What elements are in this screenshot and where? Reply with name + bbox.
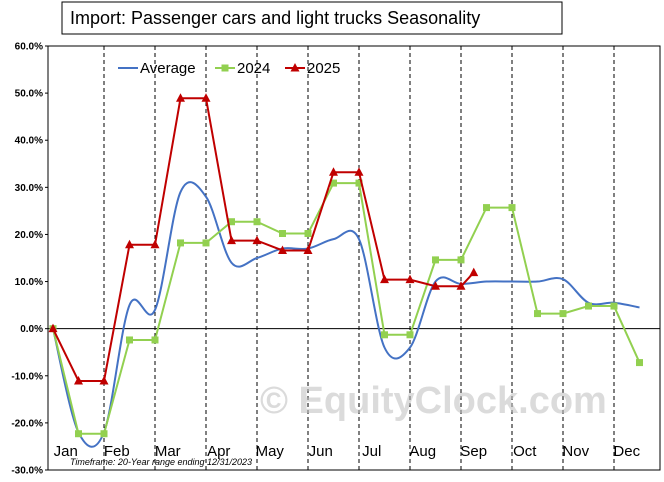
data-point-2024 [330, 179, 337, 187]
data-point-2024 [610, 302, 618, 310]
data-point-2024 [151, 336, 159, 344]
data-point-2024 [508, 204, 516, 212]
data-point-2024 [406, 331, 414, 339]
data-point-2024 [75, 430, 82, 438]
y-tick-label: -10.0% [11, 371, 43, 382]
x-tick-label: Aug [409, 443, 436, 460]
x-tick-label: Feb [104, 443, 130, 460]
data-point-2024 [279, 230, 286, 238]
legend: Average 2024 2025 [118, 60, 340, 77]
data-point-2025 [278, 245, 287, 254]
x-tick-label: May [256, 443, 285, 460]
x-tick-label: Jan [54, 443, 78, 460]
y-tick-label: -30.0% [11, 466, 43, 477]
data-point-2024 [457, 256, 465, 264]
data-point-2024 [202, 239, 210, 247]
series-line-average [52, 181, 640, 448]
title-box [61, 1, 563, 35]
legend-marker-2024 [221, 64, 229, 72]
y-tick-label: 30.0% [15, 183, 43, 194]
data-point-2024 [585, 302, 592, 310]
plot-area [47, 45, 661, 471]
data-point-2025 [74, 375, 83, 385]
data-point-2024 [381, 331, 388, 339]
data-point-2025 [252, 235, 262, 245]
data-point-2024 [177, 239, 184, 247]
y-tick-label: 60.0% [15, 42, 43, 53]
y-tick-label: 20.0% [15, 230, 43, 241]
legend-label-average: Average [140, 60, 196, 77]
x-tick-label: Oct [513, 443, 537, 460]
x-axis: Jan Feb Mar Apr May Jun Jul Aug Sep Oct Nov Dec [54, 443, 641, 460]
data-point-2024 [559, 310, 567, 318]
data-point-2024 [253, 218, 261, 226]
data-point-2024 [355, 179, 363, 187]
series-layer [48, 93, 643, 448]
data-point-2025 [329, 167, 338, 176]
y-axis: -30.0% -20.0% -10.0% 0.0% 10.0% 20.0% 30.0% 40.… [11, 42, 48, 477]
data-point-2025 [354, 167, 364, 176]
data-point-2025 [303, 245, 313, 254]
legend-label-2025: 2025 [307, 60, 340, 77]
footnote: Timeframe: 20-Year range ending 12/31/20… [70, 457, 252, 467]
x-tick-label: Nov [562, 443, 589, 460]
x-tick-label: Jul [362, 443, 381, 460]
data-point-2024 [100, 430, 108, 438]
series-line-2024 [52, 182, 641, 435]
data-point-2025 [201, 93, 211, 102]
x-tick-label: Dec [613, 443, 640, 460]
data-point-2024 [228, 218, 235, 226]
x-tick-label: Apr [207, 443, 230, 460]
y-tick-label: -20.0% [11, 418, 43, 429]
legend-label-2024: 2024 [237, 60, 270, 77]
data-point-2025 [227, 235, 236, 245]
data-point-2025 [469, 267, 479, 277]
x-tick-label: Mar [155, 443, 181, 460]
data-point-2025 [99, 375, 109, 385]
month-separators [103, 46, 615, 470]
x-tick-label: Sep [460, 443, 487, 460]
data-point-2025 [431, 281, 440, 290]
data-point-2024 [534, 310, 541, 318]
x-tick-label: Jun [309, 443, 333, 460]
data-point-2024 [636, 359, 643, 367]
y-tick-label: 10.0% [15, 277, 43, 288]
data-point-2025 [405, 274, 415, 284]
data-point-2025 [380, 274, 389, 284]
data-point-2024 [432, 256, 439, 264]
legend-marker-2025 [290, 63, 300, 72]
data-point-2025 [48, 323, 58, 333]
data-point-2024 [483, 204, 490, 212]
data-point-2025 [150, 239, 160, 249]
y-tick-label: 0.0% [20, 324, 43, 335]
data-point-2024 [304, 230, 312, 238]
y-tick-label: 40.0% [15, 136, 43, 147]
data-point-2025 [125, 239, 134, 249]
data-point-2024 [126, 336, 133, 344]
chart-title: Import: Passenger cars and light trucks … [70, 8, 480, 28]
watermark: © EquityClock.com [260, 380, 607, 422]
y-tick-label: 50.0% [15, 89, 43, 100]
data-point-2025 [176, 93, 185, 102]
